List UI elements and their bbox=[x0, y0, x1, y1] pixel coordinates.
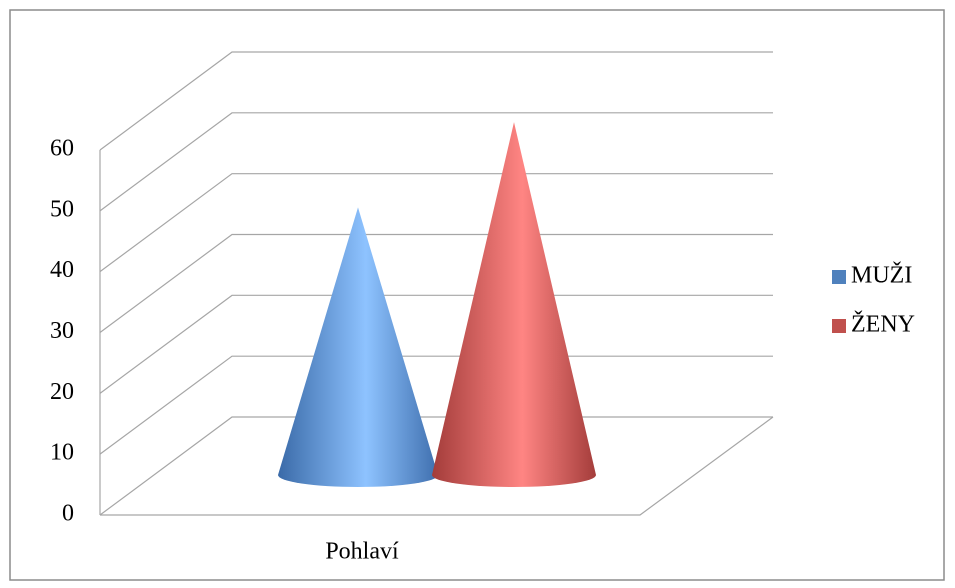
grid-line bbox=[99, 355, 773, 455]
legend-label: ŽENY bbox=[851, 312, 915, 338]
y-tick-label: 50 bbox=[50, 196, 74, 222]
legend-swatch bbox=[832, 270, 846, 284]
y-tick-label: 0 bbox=[62, 501, 74, 527]
y-tick-label: 30 bbox=[50, 318, 74, 344]
cone bbox=[432, 122, 596, 488]
y-tick-label: 40 bbox=[50, 257, 74, 283]
grid-line bbox=[99, 173, 773, 273]
cone bbox=[278, 207, 438, 487]
legend-label: MUŽI bbox=[851, 263, 912, 289]
y-tick-label: 10 bbox=[50, 440, 74, 466]
legend-swatch bbox=[832, 319, 846, 333]
grid-line bbox=[99, 51, 773, 151]
grid-line bbox=[99, 112, 773, 212]
y-tick-label: 20 bbox=[50, 379, 74, 405]
grid-line bbox=[99, 416, 773, 516]
grid-line bbox=[99, 233, 773, 333]
grid-line bbox=[99, 294, 773, 394]
floor-edge bbox=[100, 416, 774, 516]
y-tick-label: 60 bbox=[50, 136, 74, 162]
x-tick-label: Pohlaví bbox=[325, 539, 399, 565]
